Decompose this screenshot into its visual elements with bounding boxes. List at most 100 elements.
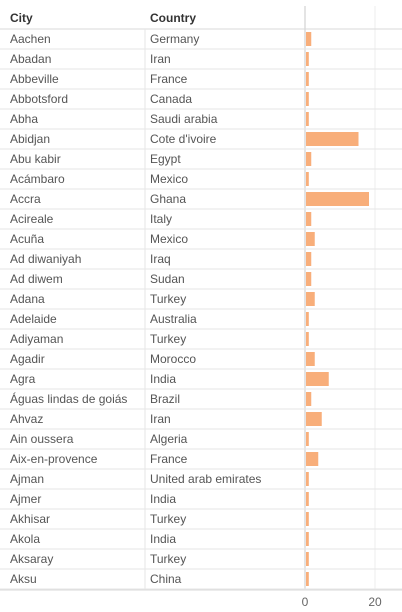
country-label: Italy xyxy=(150,212,172,226)
country-label: United arab emirates xyxy=(150,472,261,486)
bar[interactable] xyxy=(306,372,329,386)
city-label: Acámbaro xyxy=(10,172,65,186)
table-row: Abha Saudi arabia xyxy=(0,112,402,130)
bar[interactable] xyxy=(306,32,312,46)
table-row: Abidjan Cote d'ivoire xyxy=(0,132,402,150)
country-label: Mexico xyxy=(150,232,188,246)
city-label: Aachen xyxy=(10,32,51,46)
city-label: Abha xyxy=(10,112,38,126)
country-label: Germany xyxy=(150,32,199,46)
bar[interactable] xyxy=(306,132,359,146)
table-row: Adelaide Australia xyxy=(0,312,402,330)
city-label: Aix-en-provence xyxy=(10,452,98,466)
country-label: Turkey xyxy=(150,552,186,566)
bar[interactable] xyxy=(306,272,312,286)
bar[interactable] xyxy=(306,152,312,166)
bar[interactable] xyxy=(306,212,312,226)
bar[interactable] xyxy=(306,572,309,586)
x-tick-label: 0 xyxy=(302,595,309,609)
country-label: France xyxy=(150,72,188,86)
country-label: Saudi arabia xyxy=(150,112,218,126)
city-label: Accra xyxy=(10,192,41,206)
city-label: Ad diwem xyxy=(10,272,63,286)
bar[interactable] xyxy=(306,232,315,246)
city-label: Abidjan xyxy=(10,132,50,146)
country-label: India xyxy=(150,372,176,386)
country-label: India xyxy=(150,492,176,506)
gridlines xyxy=(304,6,376,590)
table-row: Agra India xyxy=(0,372,402,390)
country-label: India xyxy=(150,532,176,546)
city-label: Agadir xyxy=(10,352,45,366)
bar[interactable] xyxy=(306,192,369,206)
bar[interactable] xyxy=(306,452,319,466)
bar[interactable] xyxy=(306,552,309,566)
table-row: Ain oussera Algeria xyxy=(0,432,402,450)
city-label: Akola xyxy=(10,532,40,546)
bar[interactable] xyxy=(306,92,309,106)
table-row: Ad diwaniyah Iraq xyxy=(0,252,402,270)
city-label: Agra xyxy=(10,372,36,386)
bar[interactable] xyxy=(306,252,312,266)
bar[interactable] xyxy=(306,292,315,306)
bar[interactable] xyxy=(306,512,309,526)
country-label: Ghana xyxy=(150,192,186,206)
table-row: Abbeville France xyxy=(0,72,402,90)
bar[interactable] xyxy=(306,352,315,366)
country-column-header: Country xyxy=(150,11,196,25)
table-row: Akhisar Turkey xyxy=(0,512,402,530)
city-label: Acireale xyxy=(10,212,54,226)
country-label: Iran xyxy=(150,52,171,66)
city-label: Abbotsford xyxy=(10,92,68,106)
city-label: Akhisar xyxy=(10,512,50,526)
city-label: Aksaray xyxy=(10,552,53,566)
city-label: Ad diwaniyah xyxy=(10,252,81,266)
bar[interactable] xyxy=(306,112,309,126)
bar[interactable] xyxy=(306,492,309,506)
bar[interactable] xyxy=(306,532,309,546)
table-row: Aix-en-provence France xyxy=(0,452,402,470)
bar[interactable] xyxy=(306,472,309,486)
city-label: Aksu xyxy=(10,572,37,586)
bar[interactable] xyxy=(306,412,322,426)
city-label: Adiyaman xyxy=(10,332,63,346)
bar[interactable] xyxy=(306,312,309,326)
bar[interactable] xyxy=(306,332,309,346)
table-row: Akola India xyxy=(0,532,402,550)
country-label: China xyxy=(150,572,182,586)
x-axis: 0 20 xyxy=(0,589,402,609)
country-label: Iran xyxy=(150,412,171,426)
table-row: Adana Turkey xyxy=(0,292,402,310)
city-label: Águas lindas de goiás xyxy=(10,391,127,406)
bar[interactable] xyxy=(306,392,312,406)
table-row: Aksu China xyxy=(0,572,402,590)
country-label: Sudan xyxy=(150,272,185,286)
table-row: Ahvaz Iran xyxy=(0,412,402,430)
table-row: Águas lindas de goiás Brazil xyxy=(0,391,402,410)
country-label: Turkey xyxy=(150,332,186,346)
table-row: Abu kabir Egypt xyxy=(0,152,402,170)
table-rows: Aachen Germany Abadan Iran Abbeville France Ab… xyxy=(0,28,402,590)
city-label: Adana xyxy=(10,292,45,306)
bar[interactable] xyxy=(306,52,309,66)
bar[interactable] xyxy=(306,72,309,86)
country-label: Canada xyxy=(150,92,192,106)
table-row: Aachen Germany xyxy=(0,32,402,50)
country-label: Turkey xyxy=(150,512,186,526)
country-label: Egypt xyxy=(150,152,181,166)
country-label: Turkey xyxy=(150,292,186,306)
country-label: Algeria xyxy=(150,432,188,446)
country-label: Mexico xyxy=(150,172,188,186)
bar[interactable] xyxy=(306,172,309,186)
bar[interactable] xyxy=(306,432,309,446)
country-label: Cote d'ivoire xyxy=(150,132,217,146)
table-row: Acireale Italy xyxy=(0,212,402,230)
table-row: Acuña Mexico xyxy=(0,232,402,250)
city-label: Abadan xyxy=(10,52,51,66)
table-row: Ajman United arab emirates xyxy=(0,472,402,490)
city-label: Abu kabir xyxy=(10,152,61,166)
city-label: Ain oussera xyxy=(10,432,74,446)
table-row: Accra Ghana xyxy=(0,192,402,210)
country-label: France xyxy=(150,452,188,466)
